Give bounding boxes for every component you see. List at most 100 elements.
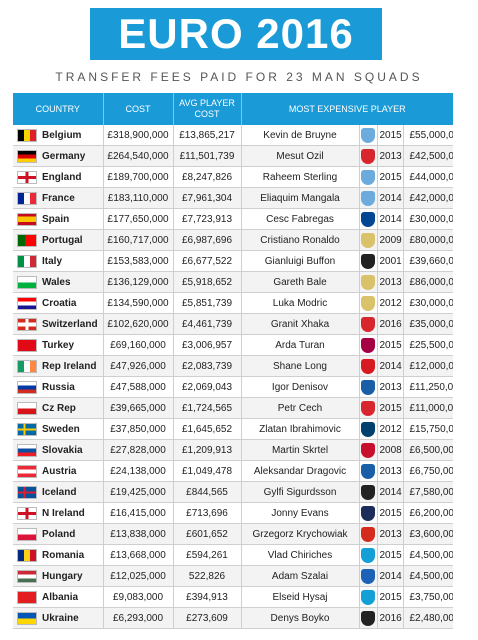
transfer-year: 2014 <box>377 481 404 503</box>
player-name: Aleksandar Dragovic <box>241 460 360 482</box>
transfer-fee: £3,750,000 <box>403 586 454 608</box>
club-badge-cell <box>359 502 378 524</box>
table-row: Rep Ireland £47,926,000 £2,083,739 Shane Lo… <box>13 355 454 377</box>
transfer-fee: £25,500,000 <box>403 334 454 356</box>
player-name: Mesut Ozil <box>241 145 360 167</box>
transfer-year: 2015 <box>377 544 404 566</box>
country-name: England <box>42 171 82 183</box>
player-name: Adam Szalai <box>241 565 360 587</box>
transfer-fee: £2,480,000 <box>403 607 454 629</box>
transfer-fee: £4,500,000 <box>403 565 454 587</box>
country-flag-icon <box>17 275 37 289</box>
transfer-year: 2012 <box>377 292 404 314</box>
player-name: Luka Modric <box>241 292 360 314</box>
country-name: Italy <box>42 255 63 267</box>
transfer-year: 2014 <box>377 187 404 209</box>
cost-cell: £37,850,000 <box>103 418 174 440</box>
transfer-year: 2009 <box>377 229 404 251</box>
player-name: Shane Long <box>241 355 360 377</box>
country-name: Turkey <box>42 339 75 351</box>
country-cell: Sweden <box>13 418 104 440</box>
country-name: Russia <box>42 381 75 393</box>
transfer-year: 2001 <box>377 250 404 272</box>
country-name: Wales <box>42 276 71 288</box>
country-name: Romania <box>42 549 85 561</box>
country-flag-icon <box>17 254 37 268</box>
cost-cell: £134,590,000 <box>103 292 174 314</box>
club-badge-icon <box>361 400 375 416</box>
avg-cost-cell: £1,645,652 <box>173 418 242 440</box>
club-badge-icon <box>361 442 375 458</box>
country-cell: Italy <box>13 250 104 272</box>
player-name: Denys Boyko <box>241 607 360 629</box>
cost-cell: £264,540,000 <box>103 145 174 167</box>
country-name: Poland <box>42 528 76 540</box>
country-flag-icon <box>17 359 37 373</box>
table-row: Croatia £134,590,000 £5,851,739 Luka Modric… <box>13 292 454 314</box>
country-flag-icon <box>17 548 37 562</box>
country-flag-icon <box>17 233 37 247</box>
cost-cell: £318,900,000 <box>103 125 174 146</box>
club-badge-cell <box>359 250 378 272</box>
transfer-year: 2014 <box>377 565 404 587</box>
transfer-year: 2013 <box>377 523 404 545</box>
player-name: Petr Cech <box>241 397 360 419</box>
transfer-fee: £4,500,000 <box>403 544 454 566</box>
transfer-fee: £6,200,000 <box>403 502 454 524</box>
table-row: Switzerland £102,620,000 £4,461,739 Granit … <box>13 313 454 335</box>
transfer-year: 2015 <box>377 397 404 419</box>
country-name: Albania <box>42 591 79 603</box>
table-row: Turkey £69,160,000 £3,006,957 Arda Turan 201… <box>13 334 454 356</box>
transfer-year: 2013 <box>377 376 404 398</box>
cost-cell: £24,138,000 <box>103 460 174 482</box>
transfer-fee: £35,000,000 <box>403 313 454 335</box>
table-row: Cz Rep £39,665,000 £1,724,565 Petr Cech 2015… <box>13 397 454 419</box>
cost-cell: £39,665,000 <box>103 397 174 419</box>
country-flag-icon <box>17 611 37 625</box>
country-cell: Belgium <box>13 125 104 146</box>
country-name: France <box>42 192 75 204</box>
country-name: Belgium <box>42 129 82 141</box>
country-flag-icon <box>17 191 37 205</box>
country-cell: Portugal <box>13 229 104 251</box>
table-row: England £189,700,000 £8,247,826 Raheem Ster… <box>13 166 454 188</box>
table-row: Germany £264,540,000 £11,501,739 Mesut Ozil… <box>13 145 454 167</box>
avg-cost-cell: £5,918,652 <box>173 271 242 293</box>
avg-cost-cell: £6,987,696 <box>173 229 242 251</box>
country-flag-icon <box>17 464 37 478</box>
country-cell: Hungary <box>13 565 104 587</box>
club-badge-icon <box>361 295 375 311</box>
table-row: Slovakia £27,828,000 £1,209,913 Martin Skrt… <box>13 439 454 461</box>
country-cell: Switzerland <box>13 313 104 335</box>
club-badge-cell <box>359 376 378 398</box>
club-badge-cell <box>359 208 378 230</box>
club-badge-icon <box>361 568 375 584</box>
club-badge-icon <box>361 505 375 521</box>
avg-cost-cell: £273,609 <box>173 607 242 629</box>
player-name: Raheem Sterling <box>241 166 360 188</box>
header-avg-cost: AVG PLAYER COST <box>173 93 242 125</box>
country-name: N Ireland <box>42 507 85 519</box>
cost-cell: £136,129,000 <box>103 271 174 293</box>
player-name: Grzegorz Krychowiak <box>241 523 360 545</box>
country-flag-icon <box>17 128 37 142</box>
avg-cost-cell: £8,247,826 <box>173 166 242 188</box>
country-name: Rep Ireland <box>42 360 97 372</box>
club-badge-cell <box>359 544 378 566</box>
avg-cost-cell: £11,501,739 <box>173 145 242 167</box>
table-row: Russia £47,588,000 £2,069,043 Igor Denisov 2… <box>13 376 454 398</box>
cost-cell: £160,717,000 <box>103 229 174 251</box>
cost-cell: £177,650,000 <box>103 208 174 230</box>
cost-cell: £47,926,000 <box>103 355 174 377</box>
country-flag-icon <box>17 296 37 310</box>
club-badge-cell <box>359 125 378 146</box>
transfer-year: 2013 <box>377 145 404 167</box>
header-avg-cost-line2: COST <box>194 109 220 119</box>
transfer-fee: £6,750,000 <box>403 460 454 482</box>
club-badge-icon <box>361 379 375 395</box>
club-badge-cell <box>359 481 378 503</box>
transfer-fee: £7,580,000 <box>403 481 454 503</box>
table-body: Belgium £318,900,000 £13,865,217 Kevin de B… <box>13 125 454 629</box>
cost-cell: £13,838,000 <box>103 523 174 545</box>
country-flag-icon <box>17 485 37 499</box>
